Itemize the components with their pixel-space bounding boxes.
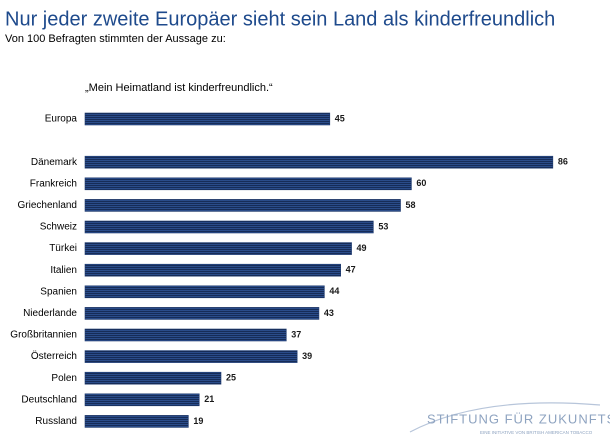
bar: [84, 199, 401, 212]
category-label: Dänemark: [31, 157, 78, 168]
value-label: 21: [204, 394, 214, 404]
annotation: „Mein Heimatland ist kinderfreundlich.“: [85, 82, 273, 94]
bar: [84, 263, 341, 277]
value-label: 44: [329, 286, 339, 296]
bar: [84, 242, 352, 255]
value-label: 53: [378, 221, 388, 231]
bar: [84, 220, 374, 234]
bar: [84, 393, 200, 407]
bar: [84, 415, 189, 428]
category-label: Europa: [45, 114, 78, 125]
category-label: Niederlande: [23, 308, 77, 319]
logo-swoosh: [409, 402, 601, 433]
bar: [84, 285, 325, 299]
category-label: Deutschland: [21, 394, 77, 405]
category-label: Frankreich: [30, 178, 77, 189]
value-label: 37: [291, 329, 301, 339]
bar: [84, 350, 298, 363]
value-label: 60: [416, 178, 426, 188]
logo-name: STIFTUNG FÜR ZUKUNFTSFRAGEN: [427, 411, 610, 426]
value-label: 43: [324, 308, 334, 318]
value-label: 39: [302, 351, 312, 361]
value-label: 49: [357, 243, 367, 253]
bar: [84, 307, 320, 320]
bar: [84, 328, 287, 342]
category-label: Türkei: [49, 243, 77, 254]
bar: [84, 177, 412, 191]
category-label: Griechenland: [18, 200, 77, 211]
bar: [84, 112, 331, 126]
value-label: 86: [558, 157, 568, 167]
value-label: 47: [346, 265, 356, 275]
value-label: 19: [193, 416, 203, 426]
logo-tagline: EINE INITIATIVE VON BRITISH AMERICAN TOB…: [480, 430, 593, 435]
value-label: 58: [406, 200, 416, 210]
category-label: Polen: [51, 373, 77, 384]
bar: [84, 155, 554, 169]
category-label: Schweiz: [40, 222, 77, 233]
category-label: Spanien: [40, 286, 77, 297]
value-label: 25: [226, 373, 236, 383]
value-label: 45: [335, 113, 345, 123]
category-label: Italien: [50, 265, 77, 276]
category-label: Russland: [35, 416, 77, 427]
bar: [84, 371, 222, 385]
chart-title: Nur jeder zweite Europäer sieht sein Lan…: [5, 8, 555, 30]
category-label: Großbritannien: [10, 330, 77, 341]
chart-subtitle: Von 100 Befragten stimmten der Aussage z…: [5, 33, 226, 45]
category-label: Österreich: [31, 350, 77, 362]
